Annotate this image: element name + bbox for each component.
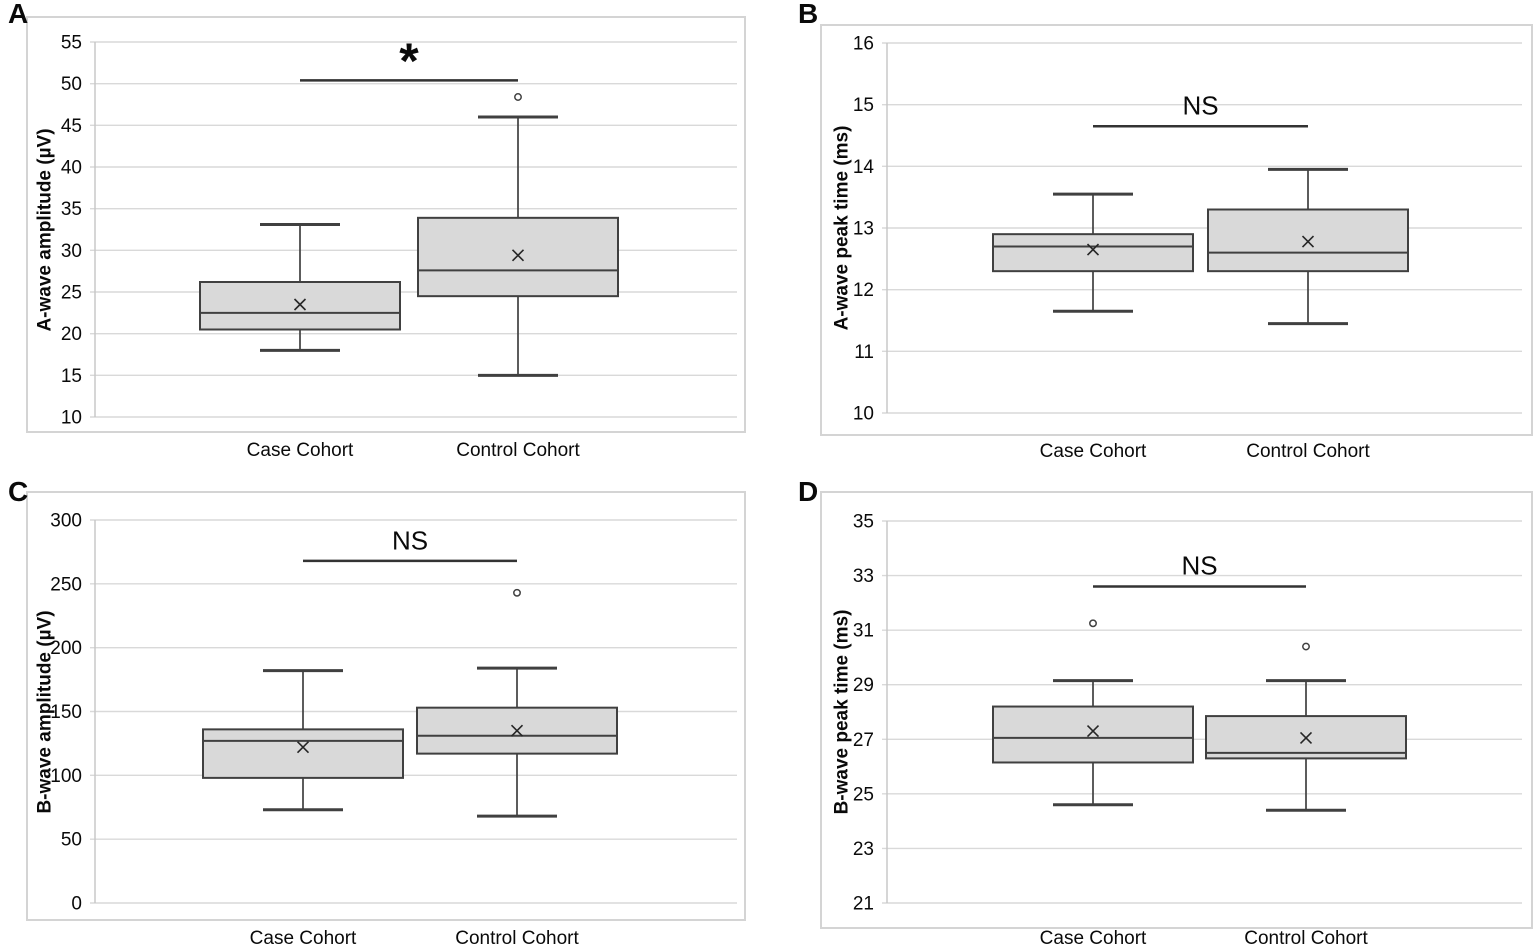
y-tick-label: 23 bbox=[853, 839, 874, 860]
y-tick-labels: 16 15 14 13 12 11 10 bbox=[853, 34, 875, 425]
box-series-control bbox=[1205, 642, 1407, 812]
box-series-case bbox=[992, 619, 1194, 807]
y-tick-label: 33 bbox=[853, 566, 874, 587]
mean-marker bbox=[293, 298, 307, 311]
iqr-box bbox=[992, 233, 1194, 273]
y-axis-title-c: B-wave amplitude (µV) bbox=[34, 609, 56, 814]
y-tick-label: 55 bbox=[61, 33, 82, 54]
y-tick-label: 16 bbox=[853, 34, 874, 55]
y-tick-label: 21 bbox=[853, 894, 874, 915]
y-tick-label: 10 bbox=[853, 404, 874, 425]
y-tick-label: 11 bbox=[854, 342, 874, 363]
y-tick-label: 30 bbox=[61, 241, 82, 262]
significance-label-a: * bbox=[399, 33, 419, 90]
category-label-control: Control Cohort bbox=[456, 440, 580, 461]
panel-letter-a: A bbox=[8, 0, 29, 29]
y-tick-label: 0 bbox=[71, 894, 82, 915]
box-series-control bbox=[417, 93, 619, 377]
mean-marker bbox=[1086, 725, 1100, 738]
category-label-control: Control Cohort bbox=[1244, 928, 1368, 949]
category-label-case: Case Cohort bbox=[1039, 441, 1147, 462]
y-tick-label: 15 bbox=[853, 95, 874, 116]
boxplot-chart-d: 35 33 31 29 27 25 23 21 bbox=[820, 491, 1533, 929]
y-tick-label: 250 bbox=[50, 574, 82, 595]
category-label-case: Case Cohort bbox=[249, 928, 357, 949]
gridlines bbox=[882, 42, 1522, 414]
y-tick-label: 14 bbox=[853, 157, 875, 178]
box-series-control bbox=[416, 588, 618, 818]
outlier-point bbox=[1089, 619, 1097, 628]
panel-a: 55 50 45 40 35 30 25 20 15 10 A A-wave amplitude … bbox=[0, 0, 767, 474]
box-series-case bbox=[202, 669, 404, 812]
significance-label-d: NS bbox=[1181, 550, 1218, 581]
gridlines bbox=[90, 519, 737, 904]
y-tick-label: 12 bbox=[853, 280, 874, 301]
category-label-case: Case Cohort bbox=[246, 440, 354, 461]
y-tick-label: 31 bbox=[853, 621, 874, 642]
category-label-case: Case Cohort bbox=[1039, 928, 1147, 949]
y-tick-label: 35 bbox=[853, 512, 874, 533]
y-tick-label: 20 bbox=[61, 324, 82, 345]
y-tick-label: 27 bbox=[853, 730, 874, 751]
mean-marker bbox=[511, 249, 525, 262]
y-tick-label: 200 bbox=[50, 638, 82, 659]
y-tick-label: 13 bbox=[853, 219, 874, 240]
gridlines bbox=[90, 41, 737, 418]
y-tick-label: 10 bbox=[61, 408, 82, 429]
y-tick-label: 50 bbox=[61, 74, 82, 95]
outlier-point bbox=[513, 588, 521, 597]
y-tick-labels: 55 50 45 40 35 30 25 20 15 10 bbox=[61, 33, 82, 429]
chart-frame bbox=[820, 24, 1533, 436]
iqr-box bbox=[417, 216, 619, 298]
y-tick-label: 29 bbox=[853, 675, 874, 696]
category-label-control: Control Cohort bbox=[1246, 441, 1370, 462]
panel-c: 300 250 200 150 100 50 0 C B-wave amplitude (µ… bbox=[0, 475, 767, 949]
chart-frame bbox=[26, 491, 746, 921]
y-tick-label: 300 bbox=[50, 511, 82, 532]
box-series-control bbox=[1207, 167, 1409, 326]
mean-marker bbox=[510, 724, 524, 737]
panel-letter-b: B bbox=[798, 0, 819, 29]
mean-marker bbox=[296, 741, 310, 754]
y-tick-label: 45 bbox=[61, 116, 82, 137]
mean-marker bbox=[1299, 731, 1313, 744]
outlier-point bbox=[1302, 642, 1310, 651]
panel-letter-c: C bbox=[8, 476, 29, 507]
significance-label-b: NS bbox=[1182, 90, 1219, 121]
box-series-case bbox=[199, 223, 401, 352]
y-tick-label: 25 bbox=[853, 784, 874, 805]
y-tick-label: 150 bbox=[50, 702, 82, 723]
boxplot-chart-b: 16 15 14 13 12 11 10 bbox=[820, 24, 1533, 436]
chart-frame bbox=[820, 491, 1533, 929]
y-tick-label: 50 bbox=[61, 830, 82, 851]
boxplot-chart-a: 55 50 45 40 35 30 25 20 15 10 bbox=[26, 16, 746, 433]
significance-label-c: NS bbox=[391, 525, 429, 556]
y-tick-label: 35 bbox=[61, 199, 82, 220]
y-axis-title-b: A-wave peak time (ms) bbox=[831, 125, 853, 331]
panel-b: 16 15 14 13 12 11 10 B A-wave peak time (ms) C… bbox=[768, 0, 1535, 474]
iqr-box bbox=[202, 728, 404, 779]
iqr-box bbox=[992, 705, 1194, 764]
panel-letter-d: D bbox=[798, 476, 819, 507]
iqr-box bbox=[1207, 208, 1409, 273]
category-label-control: Control Cohort bbox=[455, 928, 579, 949]
y-tick-labels: 300 250 200 150 100 50 0 bbox=[50, 511, 82, 915]
gridlines bbox=[882, 520, 1522, 904]
y-tick-label: 25 bbox=[61, 283, 82, 304]
mean-marker bbox=[1086, 243, 1100, 256]
mean-marker bbox=[1301, 235, 1315, 248]
outlier-point bbox=[514, 93, 522, 101]
y-tick-label: 15 bbox=[61, 366, 82, 387]
box-series-case bbox=[992, 192, 1194, 313]
boxplot-chart-c: 300 250 200 150 100 50 0 bbox=[26, 491, 746, 921]
y-tick-labels: 35 33 31 29 27 25 23 21 bbox=[853, 512, 874, 915]
y-axis-title-a: A-wave amplitude (µV) bbox=[34, 127, 56, 332]
y-axis-title-d: B-wave peak time (ms) bbox=[831, 609, 853, 815]
iqr-box bbox=[199, 281, 401, 331]
panel-d: 35 33 31 29 27 25 23 21 D B-wave peak time (ms)… bbox=[768, 475, 1535, 949]
chart-frame bbox=[26, 16, 746, 433]
y-tick-label: 100 bbox=[50, 766, 82, 787]
y-tick-label: 40 bbox=[61, 158, 82, 179]
